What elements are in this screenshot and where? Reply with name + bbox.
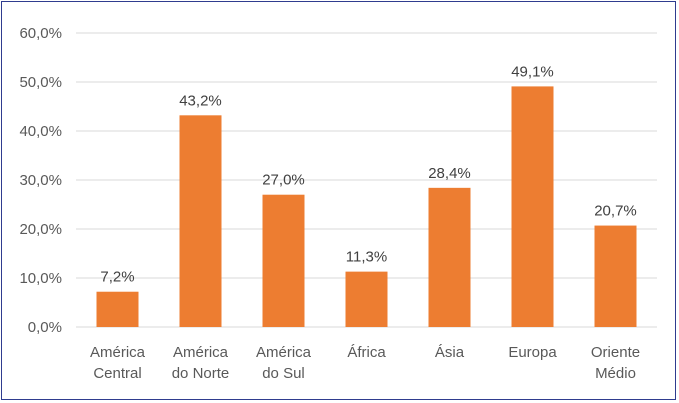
bar [594, 225, 637, 327]
data-label: 27,0% [262, 172, 305, 189]
y-tick-label: 30,0% [19, 172, 62, 189]
bar [96, 291, 139, 327]
y-tick-label: 40,0% [19, 123, 62, 140]
y-tick-label: 0,0% [28, 319, 62, 336]
y-tick-label: 20,0% [19, 221, 62, 238]
x-tick-label: Ásia [435, 344, 465, 361]
bar [262, 194, 305, 327]
x-tick-label: América Central [90, 344, 146, 382]
data-label: 49,1% [511, 63, 554, 80]
x-tick-label: África [347, 344, 386, 361]
y-tick-label: 60,0% [19, 25, 62, 42]
x-tick-label: Europa [508, 344, 557, 361]
y-axis: 0,0% 10,0% 20,0% 30,0% 40,0% 50,0% 60,0% [19, 25, 62, 336]
y-tick-label: 10,0% [19, 270, 62, 287]
gridlines [76, 32, 657, 328]
bar [428, 187, 471, 327]
data-labels: 7,2% 43,2% 27,0% 11,3% 28,4% 49,1% 20,7% [100, 63, 636, 285]
x-tick-label: Oriente Médio [591, 344, 640, 382]
bars [96, 86, 637, 327]
bar [511, 86, 554, 327]
data-label: 11,3% [346, 249, 387, 266]
data-label: 20,7% [594, 203, 637, 220]
data-label: 7,2% [100, 269, 134, 286]
y-tick-label: 50,0% [19, 74, 62, 91]
x-axis: América Central América do Norte América do S… [90, 344, 640, 382]
x-tick-label: América do Sul [256, 344, 312, 382]
bar [179, 115, 222, 327]
x-tick-label: América do Norte [172, 344, 230, 382]
data-label: 28,4% [428, 165, 471, 182]
data-label: 43,2% [179, 92, 222, 109]
bar [345, 271, 388, 327]
